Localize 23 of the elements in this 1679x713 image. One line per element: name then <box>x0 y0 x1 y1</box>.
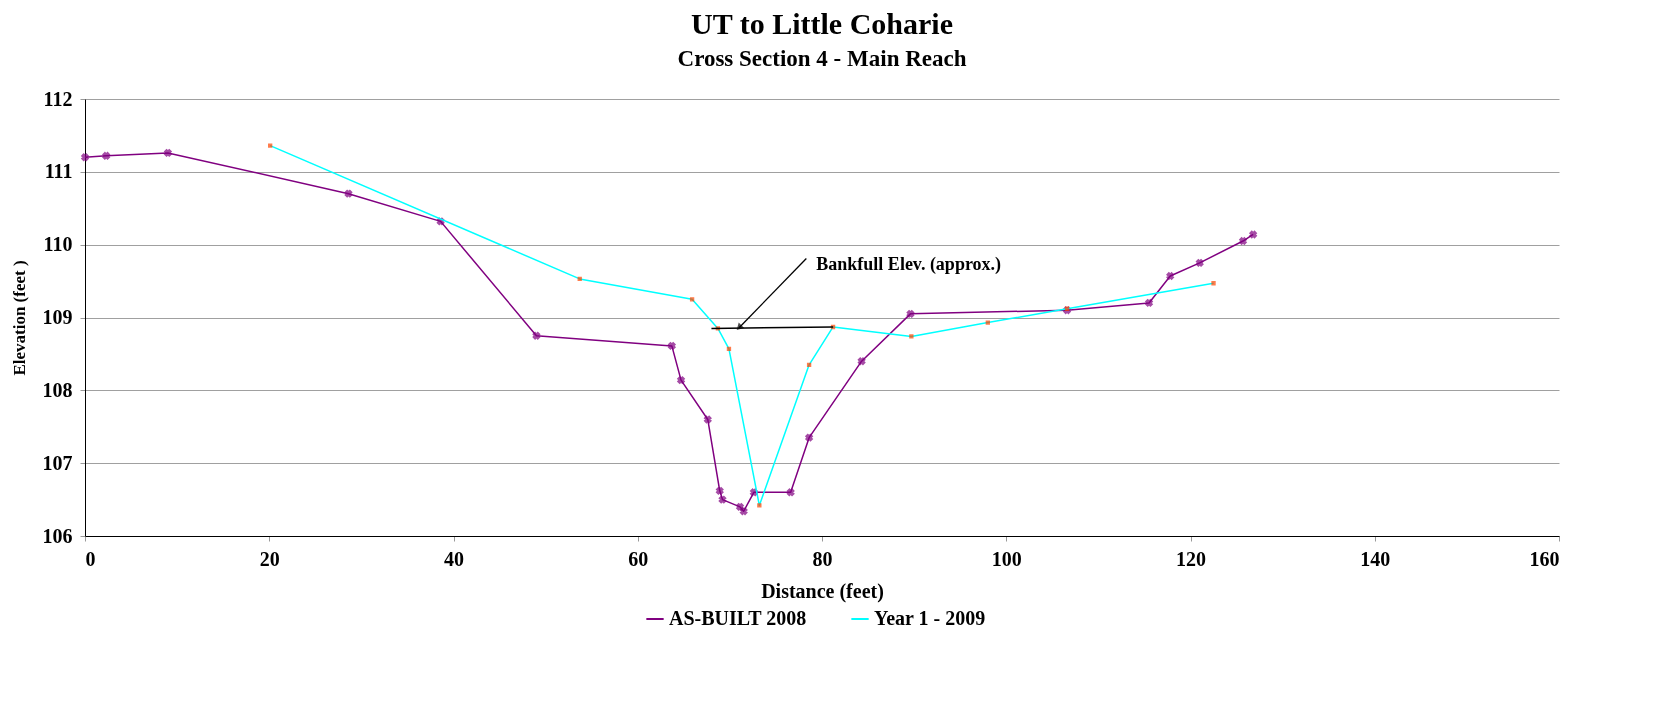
legend-label: Year 1 - 2009 <box>874 607 986 629</box>
y-tick-label: 111 <box>44 160 73 183</box>
y-tick-label: 112 <box>43 87 73 110</box>
y-tick-label: 110 <box>43 233 73 256</box>
chart-subtitle: Cross Section 4 - Main Reach <box>677 46 967 71</box>
x-tick-label: 140 <box>1360 547 1391 570</box>
y-tick-label: 108 <box>42 378 73 401</box>
x-tick-label: 40 <box>444 547 464 570</box>
annotation: Bankfull Elev. (approx.) <box>816 253 1002 275</box>
y-tick-label: 106 <box>42 524 73 547</box>
x-tick-label: 120 <box>1176 547 1206 570</box>
legend-label: AS-BUILT 2008 <box>669 607 807 629</box>
x-tick-label: 0 <box>85 547 96 570</box>
x-tick-label: 60 <box>628 547 649 570</box>
y-tick-label: 109 <box>42 306 73 328</box>
y-tick-label: 107 <box>42 451 73 474</box>
y-axis-title: Elevation (feet ) <box>9 260 29 376</box>
x-tick-label: 100 <box>991 547 1022 570</box>
x-tick-label: 20 <box>259 547 280 570</box>
x-tick-label: 160 <box>1529 547 1560 570</box>
x-tick-label: 80 <box>812 547 833 570</box>
x-axis-title: Distance (feet) <box>761 579 884 603</box>
chart-title: UT to Little Coharie <box>691 7 953 40</box>
